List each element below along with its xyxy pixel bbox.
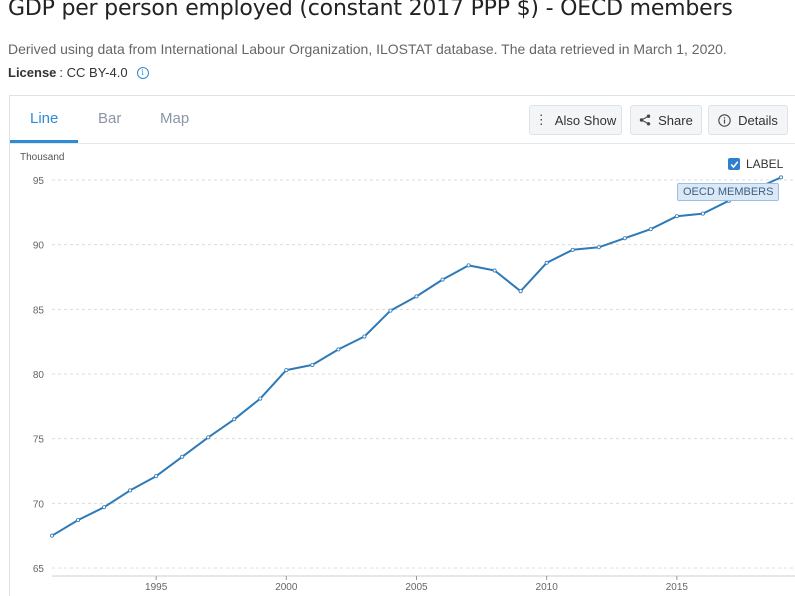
data-point (414, 294, 419, 299)
share-label: Share (658, 112, 693, 128)
x-tick-label: 1995 (145, 582, 168, 590)
y-tick-label: 90 (33, 241, 45, 252)
y-tick-label: 80 (33, 370, 45, 381)
page-title: GDP per person employed (constant 2017 P… (8, 0, 733, 21)
data-point (466, 263, 471, 268)
legend: LABEL (728, 157, 783, 171)
data-point (648, 227, 653, 232)
x-tick-label: 2015 (666, 582, 689, 590)
checkmark-icon (730, 160, 738, 168)
data-point (518, 289, 523, 294)
data-point (570, 247, 575, 252)
y-axis-unit-label: Thousand (20, 152, 65, 163)
page-subtitle: Derived using data from International La… (8, 41, 727, 57)
info-icon (718, 113, 731, 127)
y-tick-label: 75 (33, 435, 45, 446)
tab-map[interactable]: Map (160, 110, 190, 127)
data-point (232, 417, 237, 422)
x-tick-label: 2005 (405, 582, 428, 590)
data-point (102, 505, 107, 510)
also-show-button[interactable]: ⋮ Also Show (529, 105, 622, 135)
data-point (206, 435, 211, 440)
details-button[interactable]: Details (708, 105, 788, 135)
y-tick-label: 85 (33, 305, 45, 316)
active-tab-indicator (10, 140, 78, 143)
license-value: : CC BY-4.0 (59, 65, 128, 80)
license-row: License : CC BY-4.0 i (8, 65, 149, 80)
data-point (180, 454, 185, 459)
data-point (154, 474, 159, 479)
label-checkbox-text: LABEL (746, 157, 784, 171)
series-line (51, 176, 782, 537)
data-point (388, 308, 393, 313)
x-tick-label: 2000 (275, 582, 298, 590)
data-point (674, 214, 679, 219)
share-icon (639, 114, 651, 126)
data-point (362, 334, 367, 339)
also-show-label: Also Show (554, 112, 617, 128)
data-point (596, 245, 601, 250)
license-info-icon[interactable]: i (136, 66, 149, 79)
y-tick-label: 65 (33, 564, 45, 575)
y-tick-label: 70 (33, 499, 45, 510)
data-point (544, 260, 549, 265)
tab-bar[interactable]: Bar (98, 110, 122, 127)
y-tick-label: 95 (33, 176, 45, 187)
data-point (310, 362, 315, 367)
data-point (258, 396, 263, 401)
details-label: Details (738, 112, 778, 128)
data-point (50, 533, 55, 538)
tabs-bar: Line Bar Map ⋮ Also Show Share Detail (10, 96, 795, 144)
more-vertical-icon: ⋮ (534, 112, 548, 127)
series-label-tag: OECD MEMBERS (677, 183, 780, 201)
data-point (76, 518, 81, 523)
data-point (700, 211, 705, 216)
data-point (492, 268, 497, 273)
x-tick-label: 2010 (536, 582, 559, 590)
license-label: License (8, 65, 57, 80)
share-button[interactable]: Share (630, 105, 702, 135)
data-point (779, 175, 784, 180)
data-point (128, 488, 133, 493)
data-point (622, 236, 627, 241)
data-point (284, 368, 289, 373)
data-point (336, 347, 341, 352)
tab-line[interactable]: Line (30, 110, 59, 127)
label-checkbox[interactable] (728, 158, 740, 170)
chart-panel: Line Bar Map ⋮ Also Show Share Detail (9, 95, 795, 596)
data-point (440, 277, 445, 282)
